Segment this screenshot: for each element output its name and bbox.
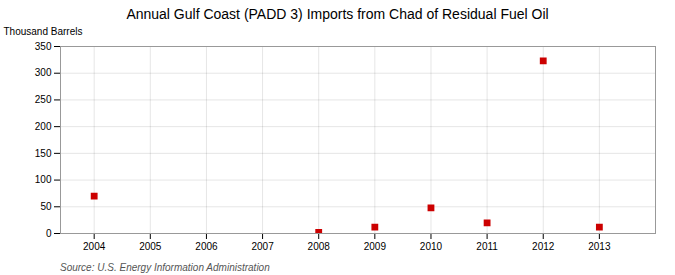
- svg-text:300: 300: [35, 67, 52, 78]
- svg-text:0: 0: [46, 228, 52, 239]
- svg-text:2007: 2007: [251, 241, 274, 252]
- svg-text:200: 200: [35, 121, 52, 132]
- html-text:Annual Gulf Coast (PADD 3) Imp: Annual Gulf Coast (PADD 3) Imports from …: [126, 6, 549, 22]
- svg-text:Thousand Barrels: Thousand Barrels: [4, 26, 83, 37]
- svg-text:50: 50: [40, 201, 52, 212]
- svg-text:2006: 2006: [195, 241, 218, 252]
- svg-text:2012: 2012: [532, 241, 555, 252]
- svg-text:2010: 2010: [420, 241, 443, 252]
- svg-text:2008: 2008: [308, 241, 331, 252]
- svg-text:2005: 2005: [139, 241, 162, 252]
- svg-text:250: 250: [35, 94, 52, 105]
- svg-text:100: 100: [35, 174, 52, 185]
- svg-text:2009: 2009: [364, 241, 387, 252]
- svg-text:350: 350: [35, 41, 52, 52]
- svg-text:2013: 2013: [588, 241, 611, 252]
- svg-text:2004: 2004: [83, 241, 106, 252]
- html-text:Source: U.S. Energy Informatio: Source: U.S. Energy Information Administ…: [60, 262, 270, 273]
- svg-text:2011: 2011: [476, 241, 498, 252]
- svg-text:150: 150: [35, 148, 52, 159]
